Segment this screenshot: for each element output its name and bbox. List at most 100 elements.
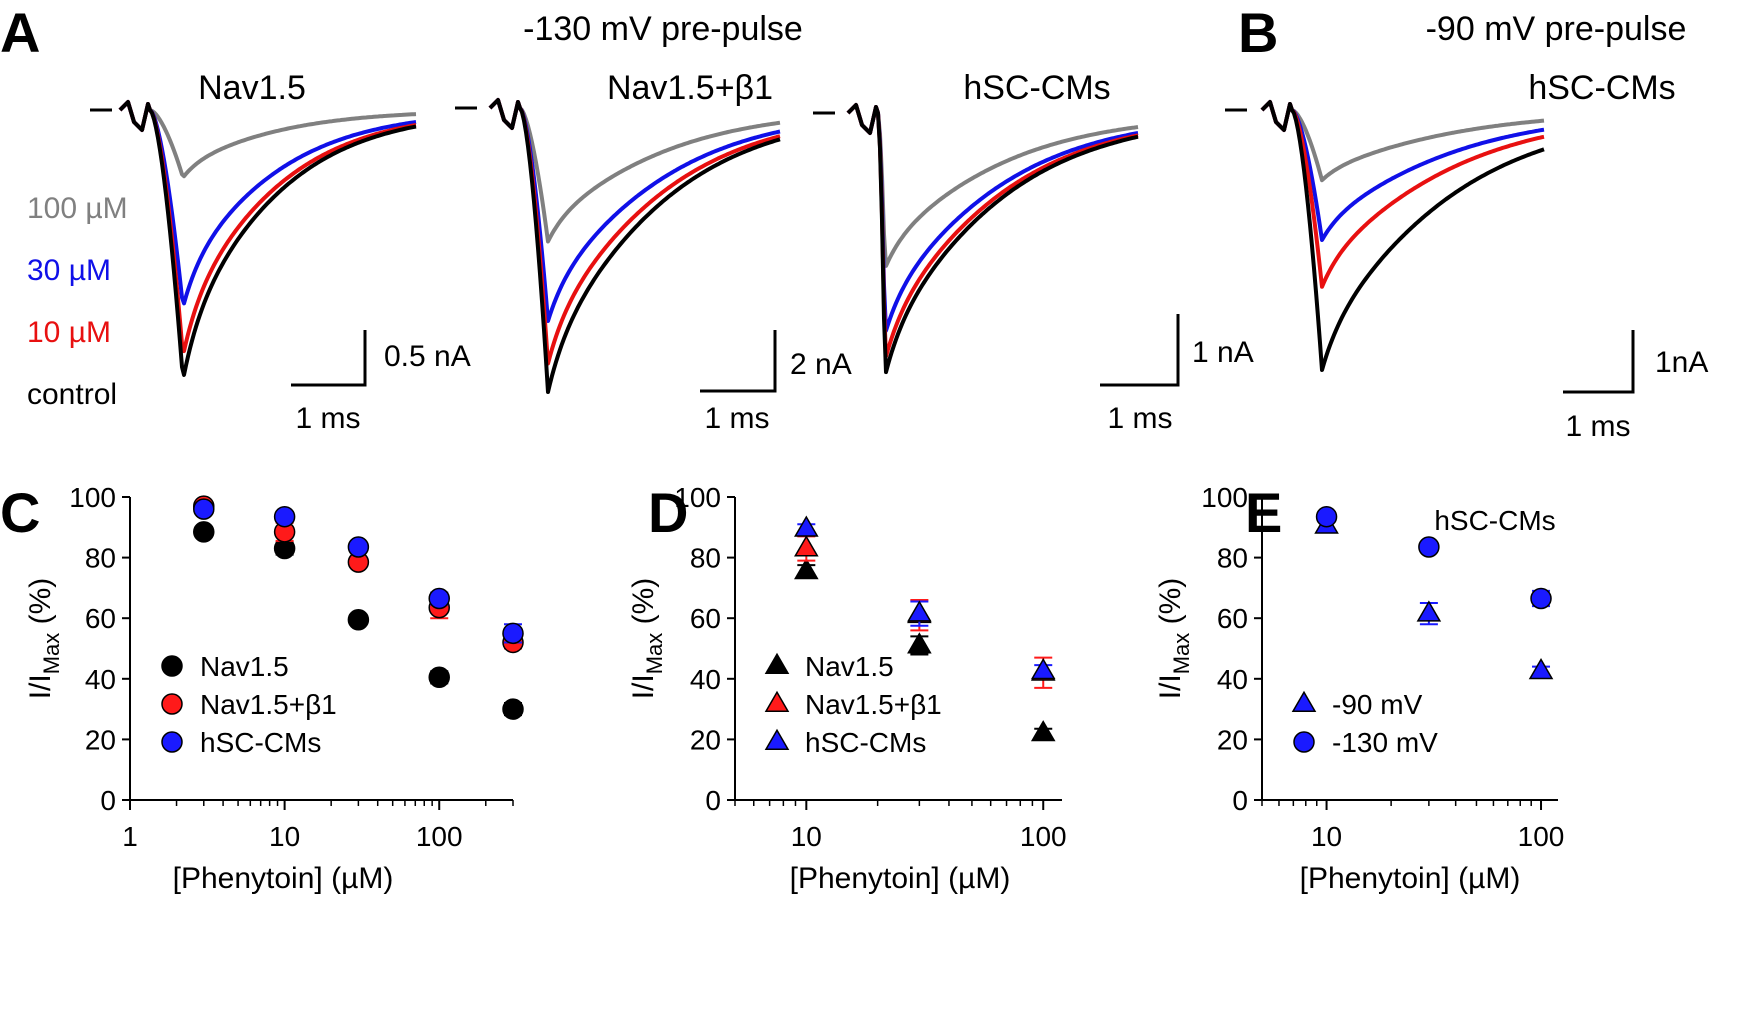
current-trace (488, 98, 781, 366)
data-point (794, 557, 819, 580)
current-trace (118, 100, 417, 354)
data-point (347, 608, 370, 631)
label-30um: 30 µM (27, 254, 111, 287)
chart-c-ylabel-unit: (%) (24, 578, 57, 633)
chart-e-ylabel-unit: (%) (1154, 578, 1187, 633)
current-trace (488, 98, 781, 323)
chart-e-ylabel: I/IMax (%) (1154, 578, 1194, 700)
chart-c-ylabel: I/IMax (%) (24, 578, 64, 700)
panel-a-header: -130 mV pre-pulse (523, 10, 803, 48)
legend-marker (764, 690, 790, 712)
panel-letter-d: D (648, 481, 688, 544)
chart-d-ylabel: I/IMax (%) (627, 578, 667, 700)
legend-marker (161, 655, 183, 677)
scale-bars (291, 314, 1635, 394)
data-point (1030, 720, 1056, 742)
current-trace (846, 103, 1139, 359)
chart-e-ylabel-main: I/I (1154, 674, 1187, 699)
legend-marker (764, 652, 790, 674)
data-point (1418, 536, 1440, 558)
scale-current-a3: 1 nA (1192, 336, 1254, 369)
x-tick-label: 100 (1020, 821, 1067, 852)
trace-title-nav15-b1: Nav1.5+β1 (607, 69, 773, 107)
scale-bar-a1 (291, 330, 367, 387)
y-tick-label: 40 (85, 664, 116, 695)
label-control: control (27, 378, 117, 411)
data-point (502, 622, 524, 645)
data-point (794, 535, 819, 557)
scale-time-b: 1 ms (1565, 410, 1630, 443)
scale-bar-a3 (1100, 314, 1180, 387)
y-tick-label: 100 (1201, 482, 1248, 513)
legend-label: Nav1.5+β1 (805, 689, 942, 720)
y-tick-label: 20 (690, 724, 721, 755)
chart-d-xlabel: [Phenytoin] (µM) (790, 862, 1011, 895)
chart-d-ylabel-sub: Max (642, 633, 667, 675)
current-trace (488, 98, 781, 244)
chart-c-marks: 0 20 40 60 80 100 1 10 100 Nav1.5 Nav1.5+β1 hSC-CMs (69, 482, 524, 852)
current-trace (1260, 100, 1545, 289)
y-tick-label: 100 (69, 482, 116, 513)
current-trace (118, 100, 417, 306)
chart-d-ylabel-main: I/I (627, 674, 660, 699)
data-point (1315, 505, 1338, 528)
current-trace (846, 103, 1139, 268)
label-10um: 10 µM (27, 316, 111, 349)
scale-bar-a2 (700, 330, 777, 393)
data-point (907, 600, 932, 622)
x-tick-label: 10 (1311, 821, 1342, 852)
y-tick-label: 80 (1217, 543, 1248, 574)
data-point (428, 587, 450, 610)
x-tick-label: 100 (1518, 821, 1565, 852)
current-trace (118, 100, 417, 179)
y-tick-label: 80 (85, 543, 116, 574)
y-tick-label: 60 (1217, 603, 1248, 634)
data-point (193, 498, 215, 520)
current-trace (488, 98, 781, 394)
legend-label: Nav1.5 (805, 651, 894, 682)
data-point (907, 632, 932, 654)
chart-c-ylabel-main: I/I (24, 674, 57, 699)
label-100um: 100 µM (27, 192, 128, 225)
panel-letter-c: C (0, 481, 40, 544)
y-tick-label: 80 (690, 543, 721, 574)
current-trace (1260, 100, 1545, 183)
y-tick-label: 0 (1232, 785, 1248, 816)
data-point (1416, 600, 1442, 622)
y-tick-label: 40 (1217, 664, 1248, 695)
chart-c: 0 20 40 60 80 100 1 10 100 Nav1.5 Nav1.5+β1 hSC-CMs… (24, 482, 524, 895)
chart-e-title: hSC-CMs (1434, 505, 1555, 536)
chart-c-ylabel-sub: Max (39, 633, 64, 675)
legend-label: hSC-CMs (805, 727, 926, 758)
legend-marker (764, 728, 790, 750)
panel-letter-a: A (0, 1, 40, 64)
chart-d-ylabel-unit: (%) (627, 578, 660, 633)
legend-label: -90 mV (1332, 689, 1423, 720)
chart-e: 0 20 40 60 80 100 10 100 -90 mV -130 mV hSC-CMs [… (1154, 482, 1564, 895)
legend-label: Nav1.5+β1 (200, 689, 337, 720)
y-tick-label: 100 (674, 482, 721, 513)
data-point (428, 666, 450, 689)
trace-title-hsc-cms: hSC-CMs (963, 69, 1110, 107)
scale-time-a2: 1 ms (704, 402, 769, 435)
data-point (1528, 657, 1554, 680)
y-tick-label: 60 (690, 603, 721, 634)
scale-current-a2: 2 nA (790, 348, 852, 381)
chart-c-xlabel: [Phenytoin] (µM) (173, 862, 394, 895)
current-trace (1260, 100, 1545, 242)
current-trace (118, 100, 417, 377)
x-tick-label: 1 (122, 821, 138, 852)
current-trace (1260, 100, 1545, 372)
legend-marker (161, 693, 183, 715)
trace-title-hsc-cms-b: hSC-CMs (1528, 69, 1675, 107)
scale-time-a1: 1 ms (295, 402, 360, 435)
data-point (1530, 587, 1552, 610)
current-trace (846, 103, 1139, 375)
current-traces (90, 98, 1545, 394)
data-point (502, 698, 524, 720)
panel-letter-e: E (1245, 481, 1282, 544)
scale-current-b: 1nA (1655, 346, 1708, 379)
legend-marker (1291, 690, 1317, 712)
y-tick-label: 20 (85, 724, 116, 755)
